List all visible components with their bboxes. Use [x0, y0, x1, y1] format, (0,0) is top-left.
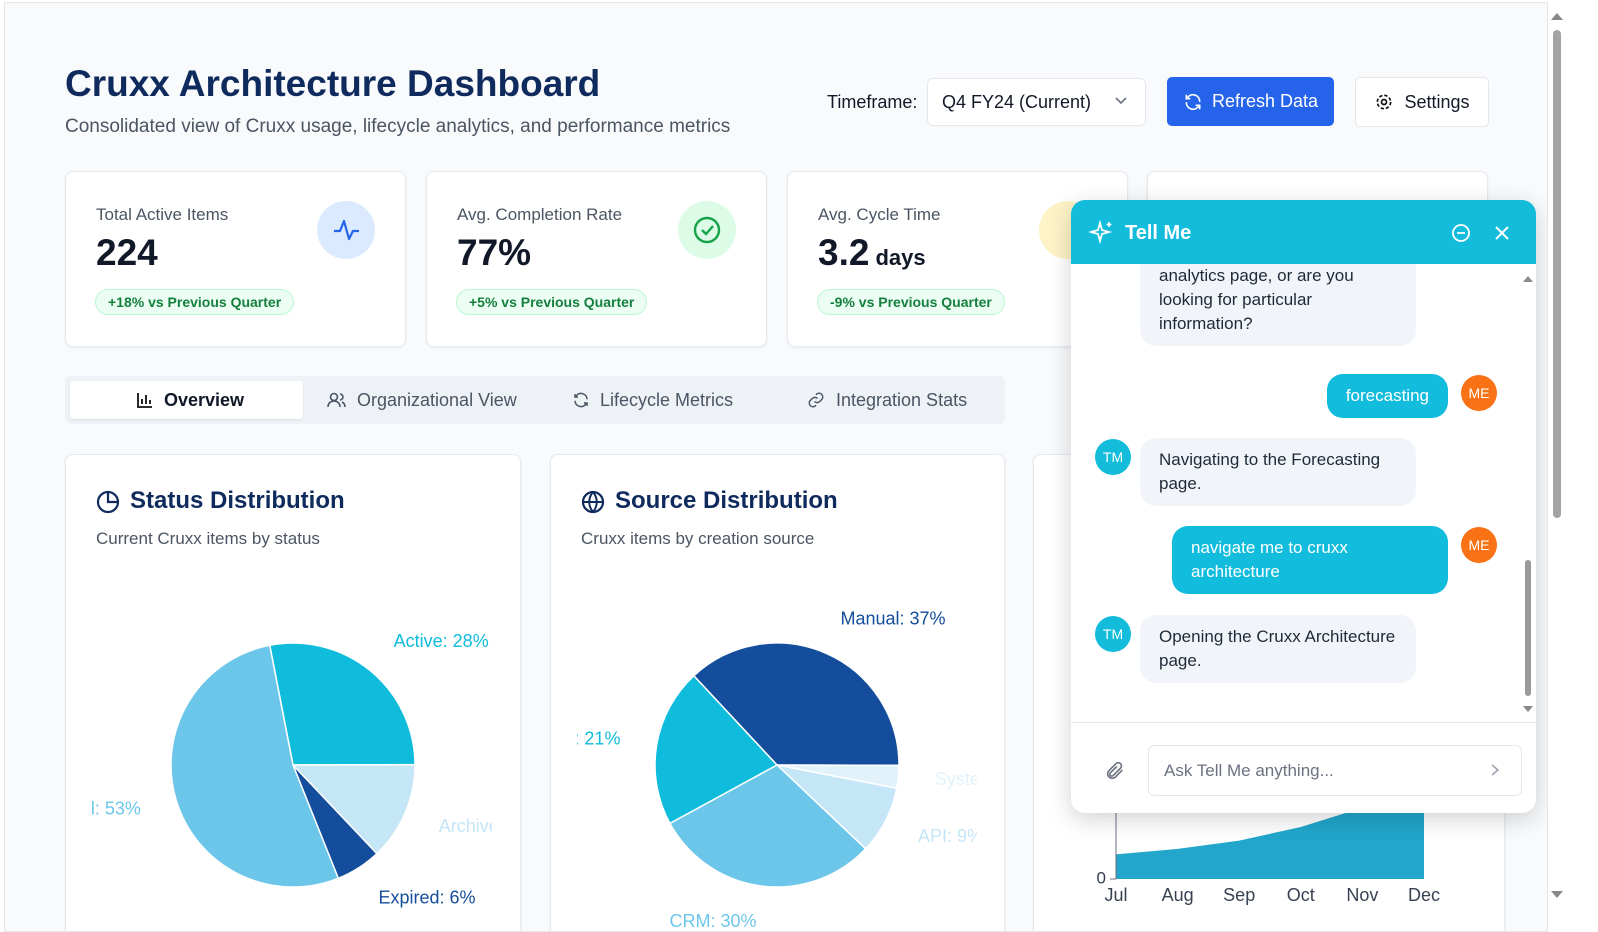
- chevron-icon: [1115, 97, 1127, 105]
- settings-button[interactable]: Settings: [1355, 77, 1489, 127]
- send-icon: [1491, 764, 1500, 776]
- kpi-change: +18% vs Previous Quarter: [95, 289, 295, 315]
- minimize-button[interactable]: [1450, 222, 1472, 244]
- tab-label: Integration Stats: [836, 390, 968, 410]
- x-tick-label: Dec: [1408, 885, 1440, 905]
- bot-message: Opening the Cruxx Architecture page.: [1140, 615, 1416, 683]
- kpi-value: 224: [96, 232, 158, 273]
- slice-label: t: 21%: [577, 728, 620, 748]
- bot-avatar: TM: [1095, 439, 1131, 475]
- panel-title: Source Distribution: [615, 487, 838, 514]
- timeframe-value: Q4 FY24 (Current): [942, 92, 1092, 112]
- tab-bar: Overview Organizational View Lifecycle M…: [65, 376, 1005, 424]
- slice-label: Manual: 37%: [840, 608, 945, 628]
- pie-slice: [291, 763, 416, 855]
- kpi-change: -9% vs Previous Quarter: [817, 289, 1005, 315]
- settings-label: Settings: [1404, 91, 1470, 112]
- pie-slice: [668, 764, 867, 888]
- refresh-button[interactable]: Refresh Data: [1167, 77, 1334, 126]
- page-subtitle: Consolidated view of Cruxx usage, lifecy…: [65, 116, 731, 137]
- bot-avatar: TM: [1095, 616, 1131, 652]
- slice-label: Expired: 6%: [378, 887, 475, 907]
- page-title: Cruxx Architecture Dashboard: [65, 63, 601, 104]
- tab[interactable]: Integration Stats: [806, 381, 967, 419]
- chat-header: Tell Me: [1071, 200, 1536, 264]
- kpi-label: Avg. Completion Rate: [457, 205, 623, 224]
- x-tick-label: Nov: [1346, 885, 1378, 905]
- kpi-icon: [678, 201, 736, 259]
- slice-label: API: 9%: [918, 826, 977, 846]
- active-tab-bg: [70, 381, 303, 419]
- pie-slice: [654, 674, 779, 825]
- user-message: navigate me to cruxx architecture: [1172, 526, 1448, 594]
- tab-label: Organizational View: [357, 390, 517, 410]
- chart-card: Source Distribution Cruxx items by creat…: [550, 454, 1005, 931]
- chat-title: Tell Me: [1125, 222, 1192, 244]
- area: [1116, 785, 1424, 879]
- kpi-value: 77%: [457, 232, 532, 273]
- panel-subtitle: Current Cruxx items by status: [96, 529, 320, 548]
- sparkle-icon: [1089, 220, 1113, 245]
- pie-slice: [692, 642, 900, 767]
- chat-scrollbar[interactable]: [1521, 270, 1535, 718]
- globe-icon: [581, 490, 605, 514]
- slice-label: d: 53%: [92, 799, 141, 819]
- panel-subtitle: Cruxx items by creation source: [581, 529, 815, 548]
- tab-label: Lifecycle Metrics: [600, 390, 734, 410]
- kpi-card: Avg. Completion Rate 77% +5% vs Previous…: [426, 171, 767, 347]
- pie-icon: [96, 490, 120, 514]
- tab-label: Overview: [164, 390, 245, 410]
- kpi-label: Total Active Items: [96, 205, 229, 224]
- divider: [1071, 722, 1536, 723]
- pie-chart: Manual: 37% Syste API: 9% CRM: 30% t: 21%: [577, 608, 977, 931]
- kpi-label: Avg. Cycle Time: [818, 205, 941, 224]
- x-tick-label: Oct: [1287, 885, 1315, 905]
- kpi-icon: [317, 201, 375, 259]
- pie-slice: [170, 644, 340, 888]
- timeframe-label: Timeframe:: [827, 92, 918, 112]
- kpi-change: +5% vs Previous Quarter: [456, 289, 648, 315]
- tab[interactable]: Lifecycle Metrics: [572, 381, 733, 419]
- slice-label: Archive: [439, 816, 492, 836]
- kpi-value: 3.2 days: [818, 232, 926, 274]
- bot-message: like me to navigate to a specific analyt…: [1140, 264, 1416, 346]
- chat-placeholder: Ask Tell Me anything...: [1164, 761, 1334, 780]
- gear-icon: [1376, 94, 1392, 110]
- tab[interactable]: Organizational View: [327, 381, 517, 419]
- user-message: forecasting: [1326, 374, 1448, 418]
- refresh-icon: [1185, 93, 1201, 110]
- dashboard: Cruxx Architecture Dashboard Consolidate…: [4, 2, 1548, 932]
- bot-message: Navigating to the Forecasting page.: [1140, 438, 1416, 506]
- x-tick-label: Aug: [1162, 885, 1194, 905]
- page-scrollbar[interactable]: [1548, 8, 1566, 913]
- kpi-number: 3.2: [818, 232, 870, 273]
- chat-input[interactable]: Ask Tell Me anything...: [1148, 745, 1522, 796]
- chat-messages: like me to navigate to a specific analyt…: [1071, 264, 1536, 721]
- attach-button[interactable]: [1104, 760, 1126, 782]
- user-avatar: ME: [1461, 527, 1497, 563]
- x-tick-label: Sep: [1223, 885, 1255, 905]
- kpi-card: Total Active Items 224 +18% vs Previous …: [65, 171, 406, 347]
- chart-card: Status Distribution Current Cruxx items …: [65, 454, 521, 931]
- x-tick-label: Jul: [1104, 885, 1127, 905]
- panel-title: Status Distribution: [130, 487, 345, 514]
- y-tick-label: 0: [1097, 868, 1106, 887]
- pie-chart: Active: 28% Archive Expired: 6% d: 53%: [92, 631, 492, 907]
- refresh-label: Refresh Data: [1211, 91, 1319, 111]
- close-button[interactable]: [1493, 224, 1511, 242]
- pie-slice: [268, 642, 416, 766]
- timeframe-select[interactable]: Q4 FY24 (Current): [927, 78, 1146, 126]
- kpi-unit: days: [875, 245, 926, 270]
- slice-label: Syste: [935, 769, 977, 789]
- chat-panel: Tell Me like me to navigate to a specifi…: [1071, 200, 1536, 813]
- slice-label: CRM: 30%: [670, 911, 757, 931]
- slice-label: Active: 28%: [394, 631, 489, 651]
- user-avatar: ME: [1461, 375, 1497, 411]
- tab[interactable]: Overview: [136, 381, 244, 419]
